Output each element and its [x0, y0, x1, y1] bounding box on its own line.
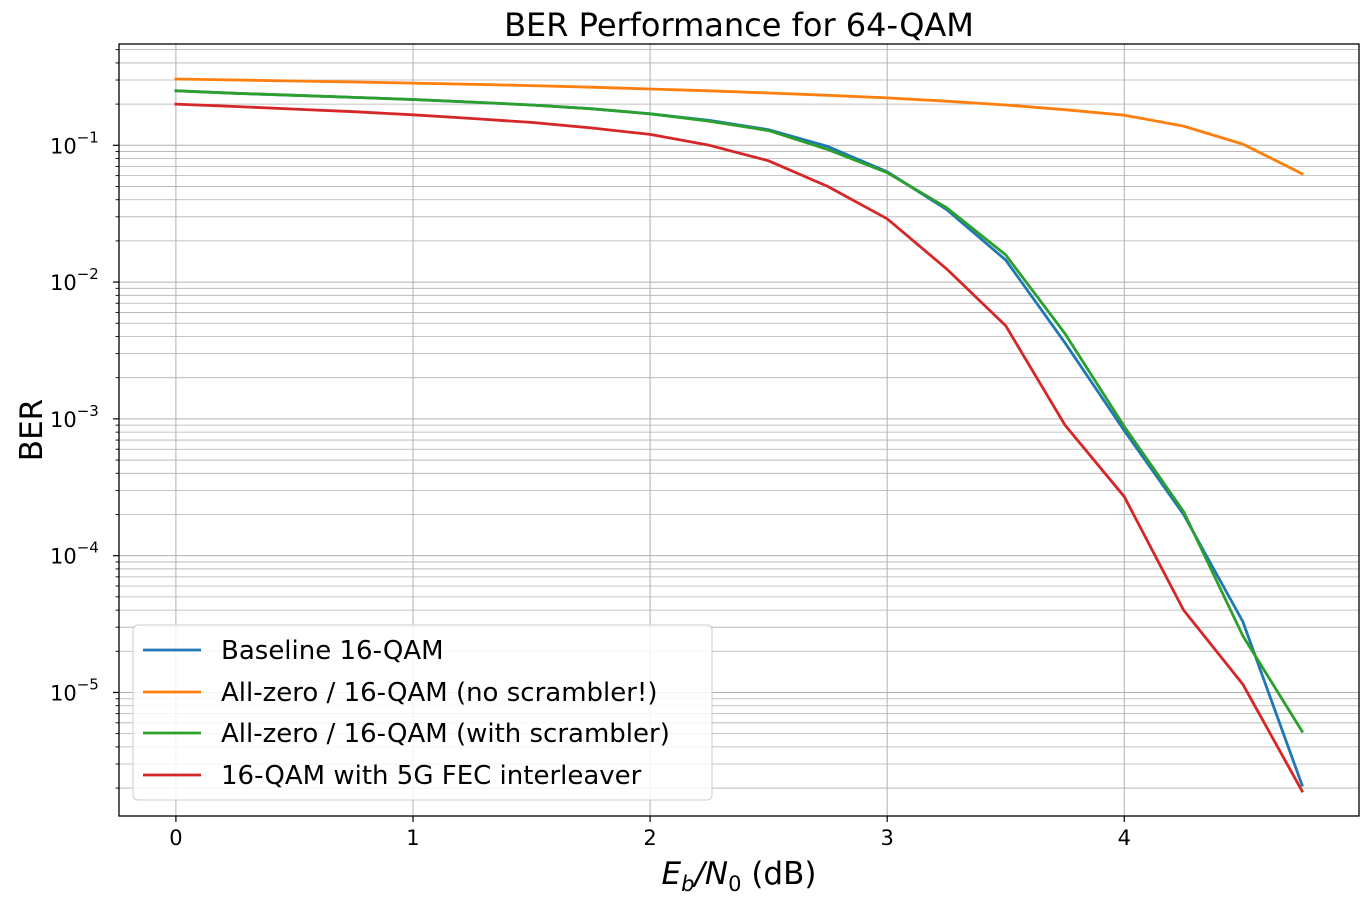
series-interleaver-line — [174, 102, 1305, 794]
y-tick-label: 10−4 — [50, 539, 99, 569]
legend-label-with-scrambler: All-zero / 16-QAM (with scrambler) — [221, 719, 670, 749]
y-tick-label: 10−1 — [50, 128, 99, 158]
x-label-e: E — [662, 856, 682, 892]
series-no-scrambler-line — [174, 77, 1304, 176]
x-tick-label: 0 — [169, 826, 182, 850]
x-tick-label: 3 — [880, 826, 893, 850]
chart-title: BER Performance for 64-QAM — [504, 6, 974, 44]
x-tick-label: 2 — [643, 826, 656, 850]
series-lines — [174, 77, 1305, 794]
x-axis-label: Eb/N0 (dB) — [662, 856, 817, 896]
plot-frame — [118, 43, 1360, 817]
y-axis-label: BER — [14, 399, 50, 461]
legend: Baseline 16-QAM All-zero / 16-QAM (no sc… — [132, 624, 713, 801]
legend-label-baseline: Baseline 16-QAM — [221, 636, 444, 666]
x-tick-label: 4 — [1118, 826, 1131, 850]
x-label-unit: (dB) — [741, 856, 816, 892]
x-label-sub-0: 0 — [728, 872, 741, 896]
axis-ticks: 0 1 2 3 4 10−1 10−2 10−3 10−4 10−5 — [50, 49, 1131, 850]
legend-label-no-scrambler: All-zero / 16-QAM (no scrambler!) — [221, 678, 658, 708]
y-tick-label: 10−2 — [50, 265, 99, 295]
legend-box — [132, 624, 713, 801]
x-tick-label: 1 — [406, 826, 419, 850]
x-label-sub-b: b — [681, 872, 694, 896]
y-tick-label: 10−3 — [50, 402, 99, 432]
y-tick-label: 10−5 — [50, 675, 99, 705]
series-with-scrambler-line — [174, 89, 1305, 734]
x-label-slash-n: /N — [691, 856, 728, 892]
legend-label-interleaver: 16-QAM with 5G FEC interleaver — [221, 761, 642, 791]
